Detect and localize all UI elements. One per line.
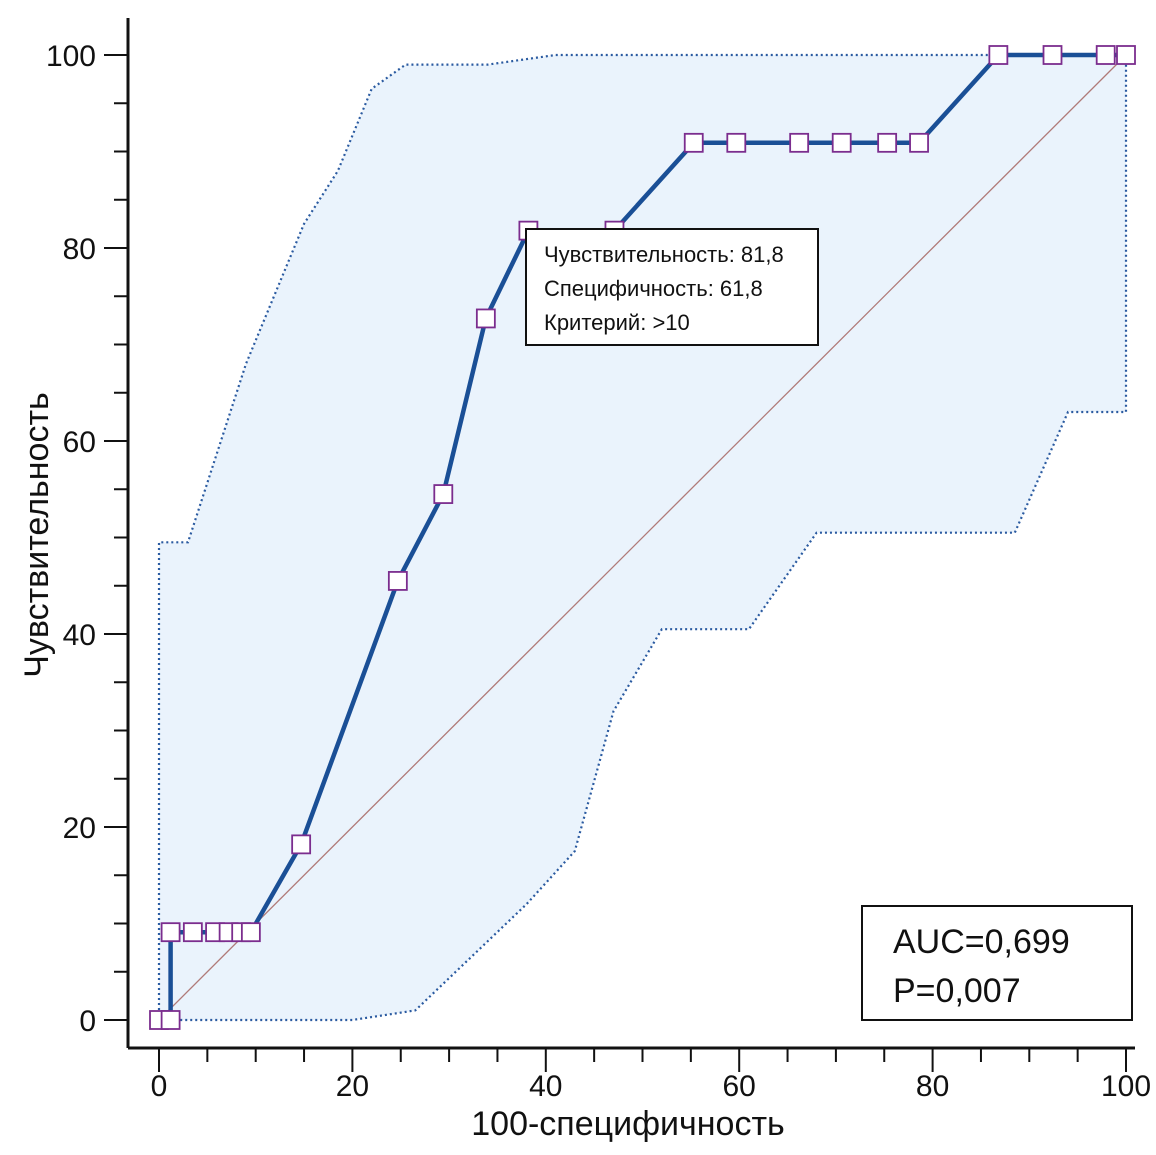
- axes: [126, 18, 1135, 1050]
- auc-value: AUC=0,699: [893, 923, 1070, 961]
- roc-point: [726, 132, 747, 153]
- x-tick-label: 80: [916, 1070, 949, 1103]
- criterion-tooltip: Чувствительность: 81,8 Специфичность: 61…: [525, 228, 819, 346]
- roc-point: [475, 308, 496, 329]
- roc-point: [831, 132, 852, 153]
- roc-point: [291, 834, 312, 855]
- y-axis-title: Чувствительность: [18, 392, 56, 677]
- y-tick-label: 60: [63, 426, 96, 459]
- roc-point: [988, 45, 1009, 65]
- roc-point: [433, 484, 454, 504]
- x-tick-label: 100: [1101, 1070, 1151, 1103]
- x-tick-label: 20: [336, 1070, 369, 1103]
- y-tick-label: 100: [46, 40, 96, 73]
- y-tick-label: 40: [63, 619, 96, 652]
- roc-point: [182, 922, 203, 943]
- roc-point: [160, 1010, 181, 1030]
- roc-point: [1116, 45, 1136, 65]
- y-tick-label: 0: [79, 1005, 96, 1038]
- stats-box-frame: [861, 905, 1133, 1021]
- p-value: P=0,007: [893, 972, 1021, 1010]
- roc-point: [877, 132, 898, 153]
- y-tick-label: 20: [63, 812, 96, 845]
- reference-diagonal: [158, 54, 1127, 1021]
- tooltip-sensitivity: Чувствительность: 81,8: [544, 242, 784, 267]
- x-tick-label: 0: [151, 1070, 168, 1103]
- tooltip-criterion: Критерий: >10: [544, 310, 690, 335]
- y-tick-label: 80: [63, 233, 96, 266]
- x-axis-title: 100-специфичность: [471, 1105, 785, 1143]
- roc-point: [1095, 45, 1116, 65]
- roc-point: [789, 132, 810, 153]
- x-tick-label: 60: [723, 1070, 756, 1103]
- x-tick-label: 40: [529, 1070, 562, 1103]
- roc-point: [1042, 45, 1063, 65]
- roc-point: [909, 132, 929, 153]
- tooltip-specificity: Специфичность: 61,8: [544, 276, 763, 301]
- roc-point: [160, 922, 181, 943]
- roc-point: [240, 922, 261, 943]
- roc-point: [683, 132, 704, 153]
- roc-point: [387, 571, 408, 591]
- reference-line: [158, 54, 1127, 1021]
- axis-ticks: 0 20 40 60 80 100 0 20 40 60 80 100: [46, 40, 1151, 1103]
- stats-box: AUC=0,699 P=0,007: [861, 905, 1133, 1021]
- tooltip-box: [525, 228, 819, 346]
